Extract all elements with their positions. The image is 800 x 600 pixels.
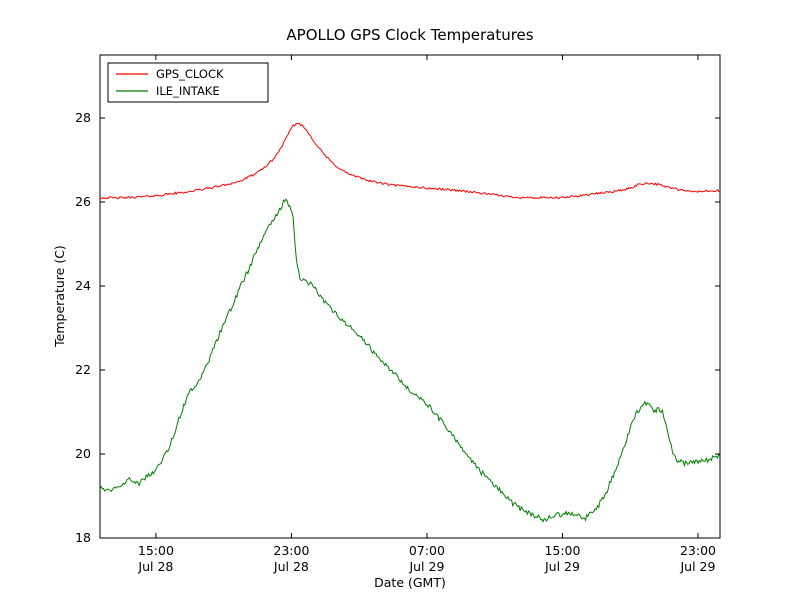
y-tick-label: 28	[75, 110, 91, 125]
series-line-gps_clock	[100, 122, 720, 200]
x-tick-time-label: 23:00	[680, 543, 716, 558]
chart-title: APOLLO GPS Clock Temperatures	[286, 26, 533, 44]
x-tick-date-label: Jul 29	[408, 559, 444, 574]
x-tick-date-label: Jul 29	[544, 559, 580, 574]
y-tick-label: 22	[75, 362, 91, 377]
legend-label-gps-clock: GPS_CLOCK	[156, 67, 224, 81]
x-tick-time-label: 15:00	[544, 543, 580, 558]
legend: GPS_CLOCK ILE_INTAKE	[107, 62, 269, 103]
legend-label-ile-intake: ILE_INTAKE	[156, 84, 220, 98]
plot-area	[99, 54, 721, 539]
y-tick-label: 26	[75, 194, 91, 209]
y-tick-label: 18	[75, 530, 91, 545]
x-tick-time-label: 15:00	[138, 543, 174, 558]
series-lines	[100, 122, 720, 523]
x-axis-label: Date (GMT)	[374, 575, 446, 590]
y-tick-label: 20	[75, 446, 91, 461]
x-tick-time-label: 23:00	[273, 543, 309, 558]
x-tick-date-label: Jul 29	[679, 559, 715, 574]
x-tick-date-label: Jul 28	[273, 559, 309, 574]
series-line-ile_intake	[100, 198, 720, 523]
x-tick-date-label: Jul 28	[137, 559, 173, 574]
y-axis-label: Temperature (C)	[52, 245, 67, 348]
y-tick-label: 24	[75, 278, 91, 293]
legend-box	[107, 62, 269, 103]
x-tick-time-label: 07:00	[409, 543, 445, 558]
